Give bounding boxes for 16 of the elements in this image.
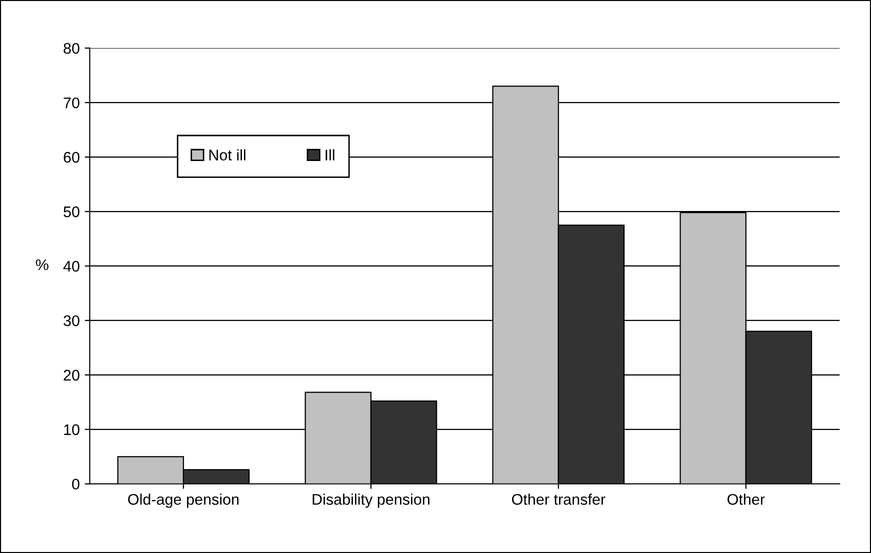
y-tick-label: 20: [64, 370, 80, 381]
y-axis-title: %: [36, 259, 48, 270]
x-tick-label: Disability pension: [312, 494, 430, 508]
y-tick-label: 50: [64, 206, 80, 218]
y-tick-label: 80: [64, 42, 80, 54]
y-tick-label: 10: [64, 424, 80, 436]
y-tick-label: 30: [64, 315, 80, 326]
y-tick-label: 70: [64, 97, 80, 108]
y-tick-label: 0: [72, 478, 80, 490]
x-tick-label: Other: [728, 494, 765, 505]
legend-label: Ill: [326, 149, 334, 160]
x-tick-label: Old-age pension: [128, 494, 239, 508]
y-tick-label: 40: [63, 260, 80, 272]
y-tick-label: 60: [64, 152, 80, 163]
x-tick-label: Other transfer: [512, 494, 606, 505]
legend-label: Not ill: [209, 149, 246, 160]
